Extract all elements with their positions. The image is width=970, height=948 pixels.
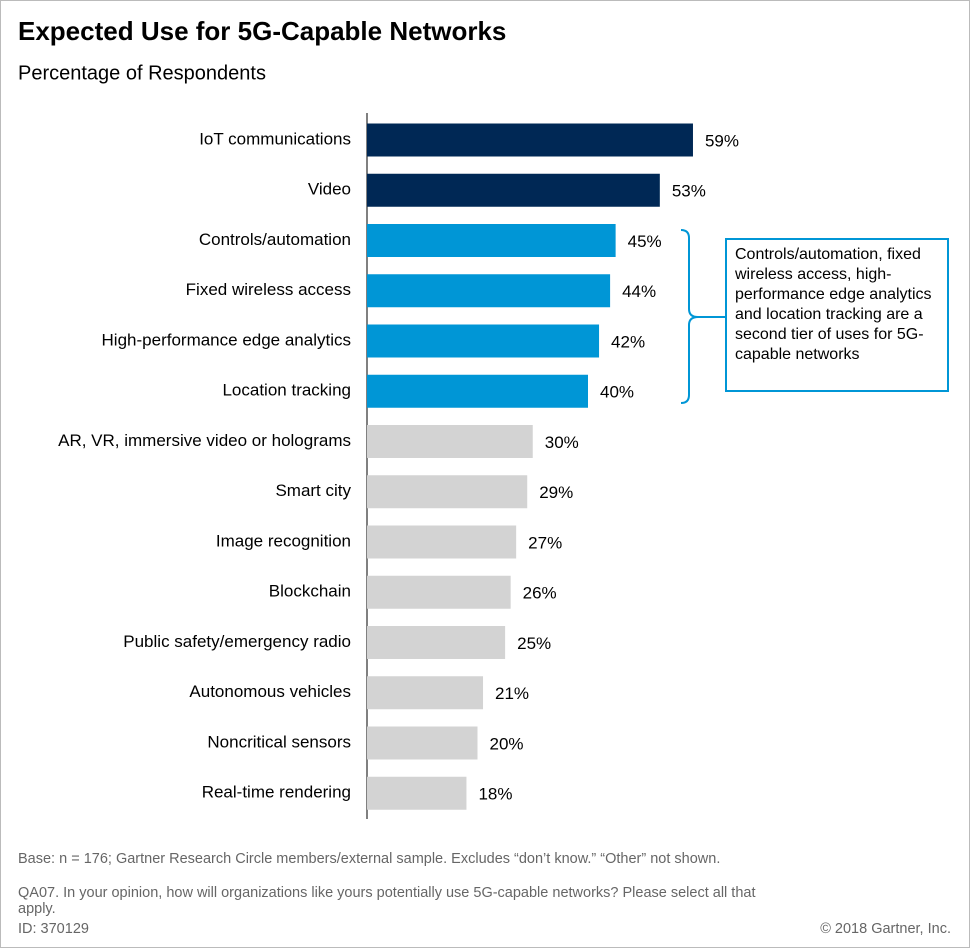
- footnote: Base: n = 176; Gartner Research Circle m…: [18, 851, 721, 867]
- bar: [367, 374, 588, 408]
- footnote: QA07. In your opinion, how will organiza…: [18, 885, 756, 917]
- category-label: Public safety/emergency radio: [123, 632, 351, 651]
- value-label: 27%: [528, 533, 562, 552]
- value-label: 53%: [672, 182, 706, 201]
- bar: [367, 676, 484, 710]
- bar: [367, 324, 600, 358]
- value-label: 29%: [539, 483, 573, 502]
- bar: [367, 525, 517, 559]
- chart-subtitle: Percentage of Respondents: [18, 62, 266, 84]
- bar: [367, 425, 533, 458]
- value-label: 25%: [517, 634, 551, 653]
- category-label: Controls/automation: [199, 230, 351, 249]
- bracket: [680, 229, 699, 404]
- category-label: IoT communications: [199, 129, 351, 148]
- category-label: Location tracking: [222, 381, 351, 400]
- category-label: Image recognition: [216, 531, 351, 550]
- category-label: Noncritical sensors: [207, 732, 351, 751]
- value-label: 21%: [495, 684, 529, 703]
- category-label: Fixed wireless access: [186, 280, 351, 299]
- category-label: Real-time rendering: [202, 783, 351, 802]
- value-label: 26%: [523, 584, 557, 603]
- annotation: Controls/automation, fixed wireless acce…: [725, 238, 949, 392]
- value-label: 45%: [628, 232, 662, 251]
- bar: [367, 224, 616, 257]
- bar: [367, 776, 467, 810]
- bar: [367, 475, 528, 509]
- category-label: AR, VR, immersive video or holograms: [58, 431, 351, 450]
- bar: [367, 726, 478, 760]
- category-label: High-performance edge analytics: [102, 330, 351, 349]
- category-label: Video: [308, 180, 351, 199]
- copyright: © 2018 Gartner, Inc.: [820, 921, 951, 937]
- value-label: 42%: [611, 332, 645, 351]
- value-label: 20%: [490, 734, 524, 753]
- category-label: Smart city: [275, 481, 351, 500]
- value-label: 40%: [600, 383, 634, 402]
- bar: [367, 626, 506, 659]
- chart-title: Expected Use for 5G-Capable Networks: [18, 16, 506, 46]
- value-label: 44%: [622, 282, 656, 301]
- value-label: 59%: [705, 131, 739, 150]
- bar: [367, 575, 511, 609]
- bar: [367, 123, 693, 157]
- bar: [367, 173, 660, 207]
- category-label: Blockchain: [269, 582, 351, 601]
- category-label: Autonomous vehicles: [189, 682, 351, 701]
- bar: [367, 274, 611, 308]
- value-label: 18%: [478, 785, 512, 804]
- value-label: 30%: [545, 433, 579, 452]
- footnote: ID: 370129: [18, 921, 89, 937]
